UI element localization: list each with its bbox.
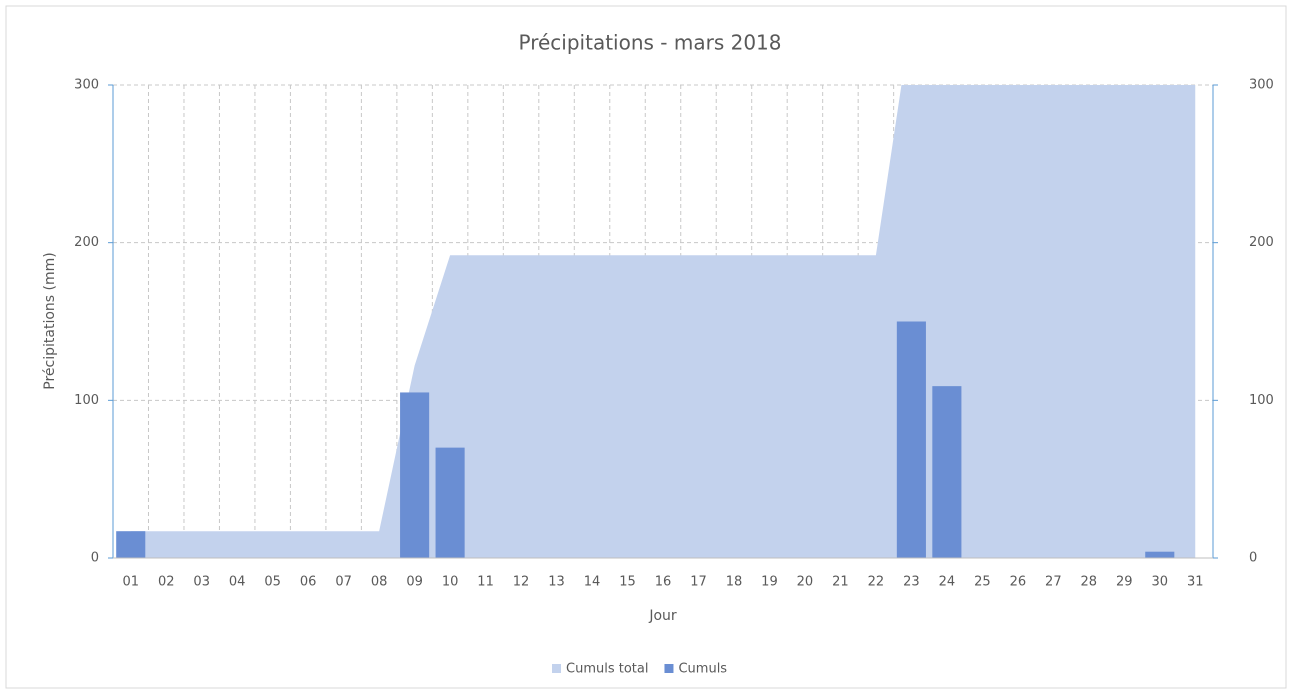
x-tick-label: 06 [300, 575, 317, 590]
x-tick-label: 18 [726, 575, 743, 590]
x-tick-label: 14 [584, 575, 601, 590]
legend-swatch [552, 664, 561, 673]
x-tick-label: 13 [548, 575, 565, 590]
y2-tick-label: 200 [1249, 235, 1274, 250]
legend-label: Cumuls [678, 662, 727, 677]
y-axis-title: Précipitations (mm) [42, 252, 58, 389]
legend-label: Cumuls total [566, 662, 648, 677]
bar [932, 386, 962, 558]
x-tick-label: 23 [903, 575, 920, 590]
x-tick-label: 07 [335, 575, 352, 590]
x-tick-label: 24 [939, 575, 956, 590]
x-tick-label: 10 [442, 575, 459, 590]
x-tick-label: 05 [264, 575, 281, 590]
x-axis-title: Jour [648, 608, 677, 624]
y2-tick-label: 300 [1249, 78, 1274, 93]
x-tick-label: 04 [229, 575, 246, 590]
x-tick-label: 09 [406, 575, 423, 590]
x-tick-label: 01 [122, 575, 139, 590]
x-tick-label: 28 [1081, 575, 1098, 590]
y-tick-label: 0 [91, 551, 99, 566]
x-tick-label: 17 [690, 575, 707, 590]
y-tick-label: 200 [74, 235, 99, 250]
x-tick-label: 30 [1152, 575, 1169, 590]
x-tick-label: 25 [974, 575, 991, 590]
x-tick-label: 12 [513, 575, 530, 590]
x-tick-label: 03 [193, 575, 210, 590]
x-tick-label: 22 [868, 575, 885, 590]
x-tick-label: 02 [158, 575, 175, 590]
bar [400, 392, 430, 558]
x-tick-label: 21 [832, 575, 849, 590]
x-tick-label: 31 [1187, 575, 1204, 590]
y-tick-label: 300 [74, 78, 99, 93]
area-layer [130, 85, 1196, 558]
bar [116, 531, 146, 558]
axes: 0 100 200 300 0 100 200 300 01 02 03 04 05 06 07 08 09 10… [74, 78, 1274, 590]
x-tick-label: 27 [1045, 575, 1062, 590]
legend: Cumuls total Cumuls [552, 662, 727, 677]
y-tick-label: 100 [74, 393, 99, 408]
x-tick-label: 15 [619, 575, 636, 590]
legend-swatch [664, 664, 674, 673]
x-tick-label: 19 [761, 575, 778, 590]
bar [1145, 551, 1175, 558]
y2-tick-label: 100 [1249, 393, 1274, 408]
x-tick-label: 26 [1010, 575, 1027, 590]
bar [896, 321, 926, 558]
x-tick-label: 20 [797, 575, 814, 590]
chart-title: Précipitations - mars 2018 [519, 31, 782, 55]
x-tick-label: 08 [371, 575, 388, 590]
area [130, 85, 1196, 558]
x-tick-label: 29 [1116, 575, 1133, 590]
y2-tick-label: 0 [1249, 551, 1257, 566]
x-tick-label: 11 [477, 575, 494, 590]
bar-layer [116, 321, 1175, 558]
x-tick-label: 16 [655, 575, 672, 590]
bar [435, 447, 465, 558]
